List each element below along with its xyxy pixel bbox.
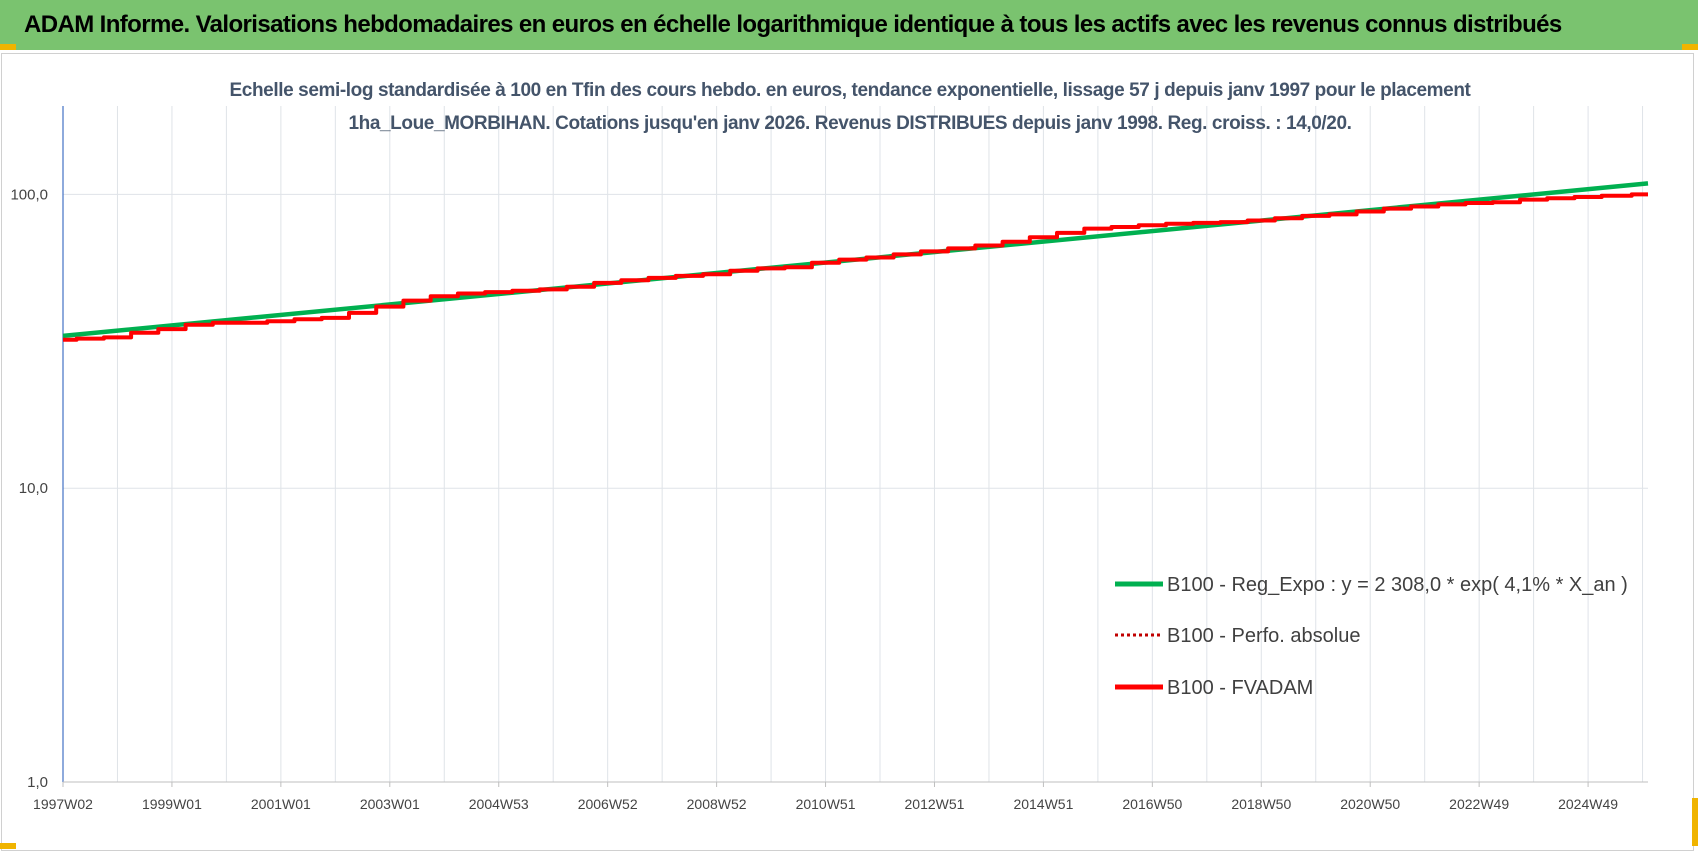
x-tick-label: 2012W51 <box>905 796 965 812</box>
chart-title: Echelle semi-log standardisée à 100 en T… <box>229 80 1471 134</box>
x-tick-label: 2018W50 <box>1231 796 1291 812</box>
chart-frame <box>1 53 1694 851</box>
y-tick-label: 10,0 <box>19 480 48 497</box>
x-tick-label: 2004W53 <box>469 796 529 812</box>
report-banner: ADAM Informe. Valorisations hebdomadaire… <box>0 0 1698 50</box>
x-tick-label: 2020W50 <box>1340 796 1400 812</box>
frame-corner-top-left <box>0 44 16 50</box>
x-tick-label: 2001W01 <box>251 796 311 812</box>
legend-layer: B100 - Reg_Expo : y = 2 308,0 * exp( 4,1… <box>1115 574 1628 699</box>
x-tick-label: 2006W52 <box>578 796 638 812</box>
x-tick-label: 2022W49 <box>1449 796 1509 812</box>
frame-corner-bottom-left <box>0 843 16 849</box>
x-tick-label: 2003W01 <box>360 796 420 812</box>
legend-label-2: B100 - FVADAM <box>1167 677 1313 699</box>
x-tick-label: 1999W01 <box>142 796 202 812</box>
y-tick-label: 1,0 <box>27 774 48 791</box>
y-tick-label: 100,0 <box>10 186 48 203</box>
x-tick-label: 2014W51 <box>1013 796 1073 812</box>
axis-layer: 1,0 10,0 100,0 1997W02 1999W01 2001W01 2003W01… <box>10 106 1648 812</box>
x-tick-label: 2008W52 <box>687 796 747 812</box>
frame-corner-top-right <box>1682 44 1698 50</box>
x-tick-label: 1997W02 <box>33 796 93 812</box>
x-tick-label: 2016W50 <box>1122 796 1182 812</box>
x-tick-label: 2024W49 <box>1558 796 1618 812</box>
series-layer <box>62 181 1649 342</box>
legend-label-1: B100 - Perfo. absolue <box>1167 625 1360 647</box>
legend-label-0: B100 - Reg_Expo : y = 2 308,0 * exp( 4,1… <box>1167 574 1628 596</box>
report-title: ADAM Informe. Valorisations hebdomadaire… <box>24 11 1562 38</box>
series-line-2 <box>63 192 1648 342</box>
frame-corner-bottom-right <box>1692 798 1698 846</box>
x-tick-label: 2010W51 <box>796 796 856 812</box>
